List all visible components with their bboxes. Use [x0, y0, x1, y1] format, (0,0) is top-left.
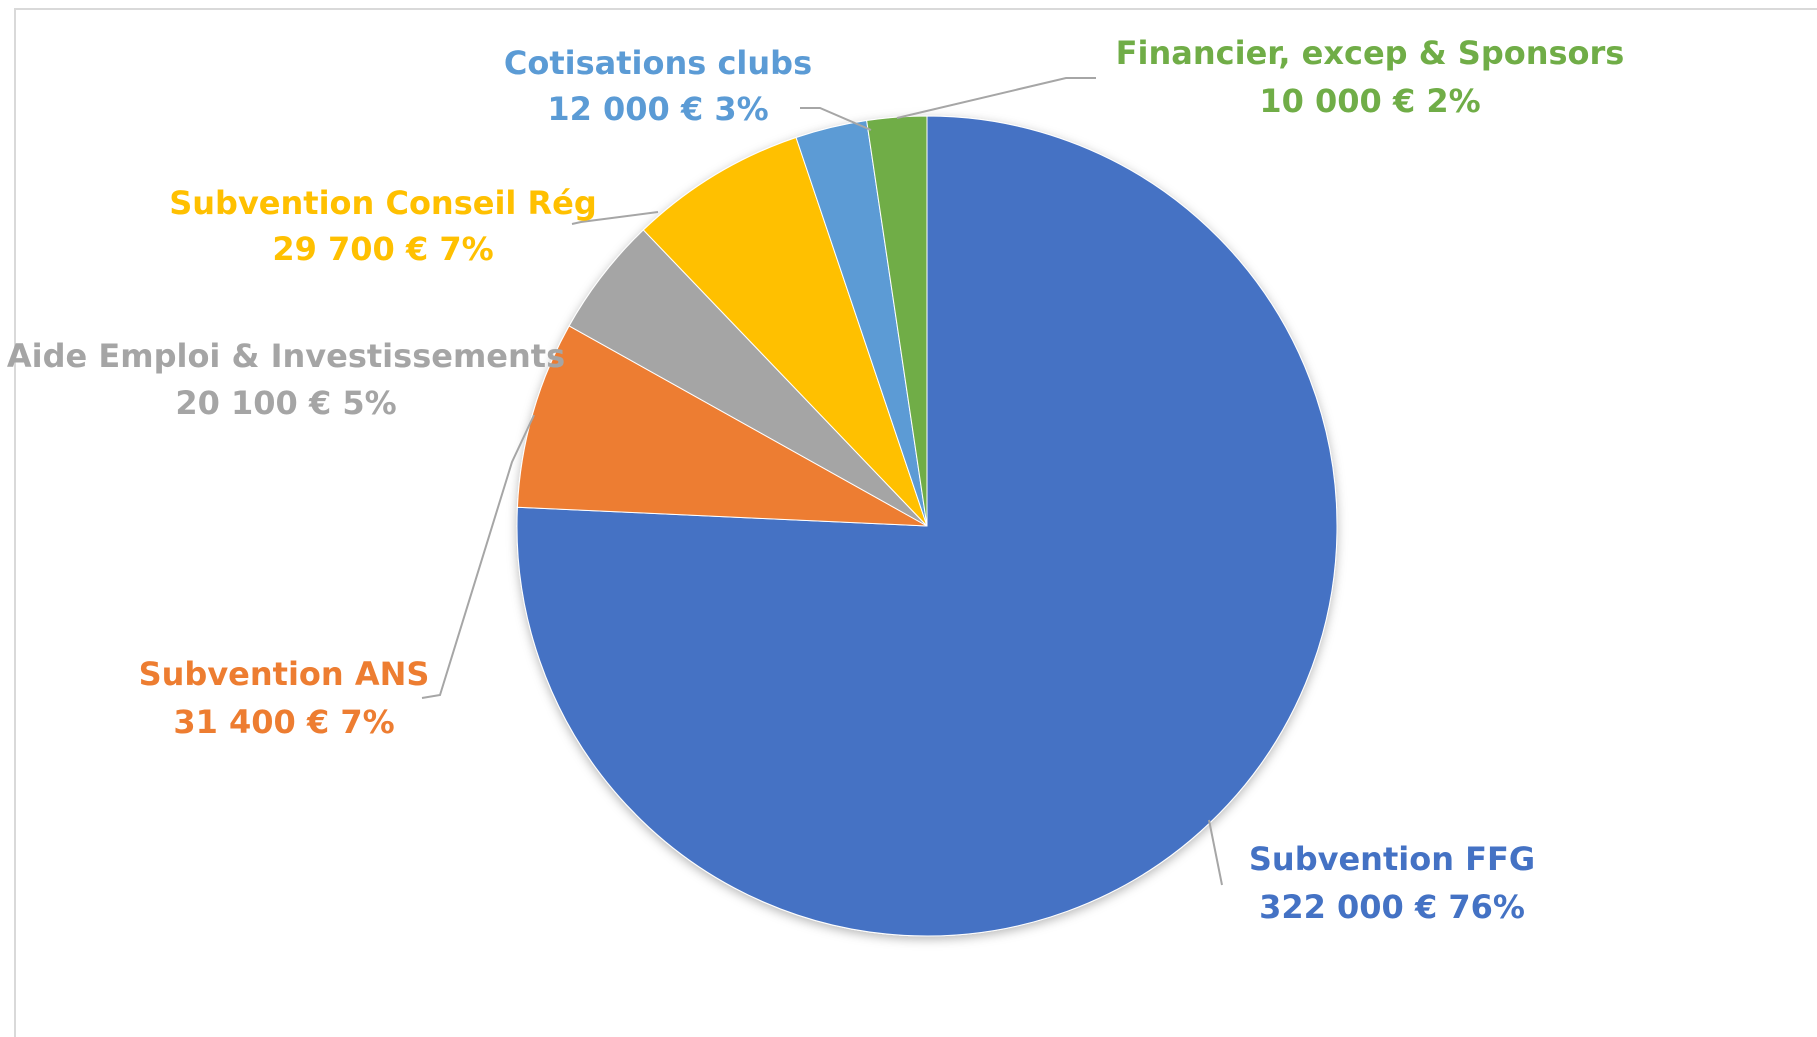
pie-slice [642, 136, 928, 527]
leader-lines [421, 77, 1223, 886]
slice-label-value: 322 000 € 76% [1259, 888, 1525, 926]
slice-label-value: 10 000 € 2% [1259, 82, 1480, 120]
pie-slice [516, 325, 928, 527]
slice-amount: 10 000 € [1259, 82, 1415, 120]
slice-amount: 20 100 € [175, 384, 331, 422]
slice-percent: 3% [714, 90, 768, 128]
slice-label-value: 12 000 € 3% [547, 90, 768, 128]
slice-percent: 7% [439, 230, 493, 268]
slice-amount: 31 400 € [173, 703, 329, 741]
slice-label-value: 20 100 € 5% [175, 384, 396, 422]
slice-amount: 29 700 € [272, 230, 428, 268]
leader-line [800, 107, 872, 131]
slice-label-name: Cotisations clubs [504, 44, 812, 82]
leader-line [421, 414, 535, 699]
leader-line [571, 211, 659, 225]
leader-line [1208, 819, 1223, 886]
slice-percent: 76% [1448, 888, 1525, 926]
slice-amount: 12 000 € [547, 90, 703, 128]
pie-slice [866, 115, 928, 527]
slice-label-name: Financier, excep & Sponsors [1116, 34, 1625, 72]
slice-percent: 2% [1426, 82, 1480, 120]
slice-percent: 5% [342, 384, 396, 422]
pie-slices [516, 115, 1338, 937]
leader-line [896, 77, 1096, 119]
slice-label-value: 31 400 € 7% [173, 703, 394, 741]
slice-label-name: Subvention ANS [139, 655, 430, 693]
slice-labels: Subvention FFG 322 000 € 76% Subvention AN… [7, 34, 1624, 926]
slice-amount: 322 000 € [1259, 888, 1437, 926]
slice-label-name: Subvention Conseil Rég [169, 184, 597, 222]
slice-label-name: Subvention FFG [1249, 840, 1535, 878]
slice-label-name: Aide Emploi & Investissements [7, 337, 565, 375]
slice-percent: 7% [340, 703, 394, 741]
slice-label-value: 29 700 € 7% [272, 230, 493, 268]
